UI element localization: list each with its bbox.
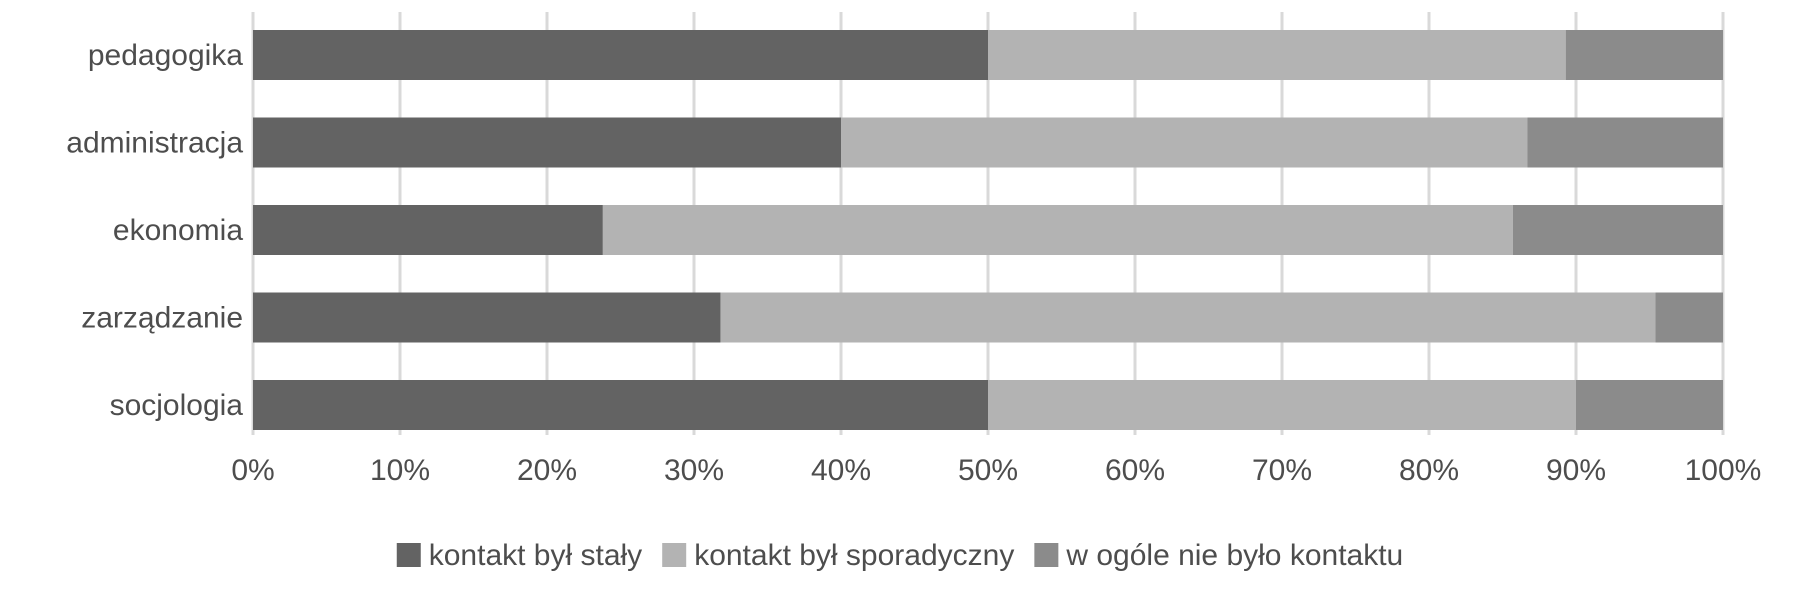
category-label: pedagogika (88, 39, 243, 72)
x-tick-label: 20% (517, 454, 577, 487)
bar-segment (1565, 30, 1723, 80)
bar-segment (988, 30, 1566, 80)
legend-label: w ogóle nie było kontaktu (1065, 539, 1403, 572)
category-labels: pedagogika administracja ekonomia zarządzan… (66, 39, 243, 422)
bar-segment (602, 205, 1513, 255)
legend-item: w ogóle nie było kontaktu (1034, 539, 1403, 572)
category-label: socjologia (110, 389, 244, 422)
legend-item: kontakt był sporadyczny (662, 539, 1014, 572)
x-tick-label: 40% (811, 454, 871, 487)
bar-segment (1512, 205, 1723, 255)
x-tick-label: 50% (958, 454, 1018, 487)
x-tick-label: 70% (1252, 454, 1312, 487)
legend-swatch (396, 543, 421, 567)
bar-segment (253, 380, 988, 430)
bar-segment (253, 117, 841, 168)
x-tick-label: 30% (664, 454, 724, 487)
x-tick-label: 80% (1399, 454, 1459, 487)
category-label: administracja (66, 127, 243, 160)
bar-segment (253, 30, 988, 80)
bar-segment (253, 292, 721, 343)
legend-label: kontakt był stały (429, 539, 642, 572)
bar-segment (988, 380, 1576, 430)
bar-segment (720, 292, 1656, 343)
bar-segment (841, 117, 1528, 168)
x-tick-label: 100% (1685, 454, 1762, 487)
bars (253, 30, 1723, 430)
legend-swatch (662, 543, 687, 567)
category-label: zarządzanie (81, 302, 243, 335)
x-tick-label: 0% (231, 454, 274, 487)
legend-swatch (1034, 543, 1059, 567)
x-tick-labels: 0% 10% 20% 30% 40% 50% 60% 70% 80% 90% 100% (231, 454, 1761, 487)
legend: kontakt był stały kontakt był sporadyczny… (396, 539, 1403, 572)
x-tick-label: 90% (1546, 454, 1606, 487)
legend-item: kontakt był stały (396, 539, 642, 572)
category-label: ekonomia (113, 214, 243, 247)
bar-segment (1527, 117, 1723, 168)
bar-segment (253, 205, 603, 255)
bar-segment (1655, 292, 1723, 343)
x-tick-label: 10% (370, 454, 430, 487)
bar-segment (1576, 380, 1723, 430)
legend-label: kontakt był sporadyczny (694, 539, 1014, 572)
x-tick-label: 60% (1105, 454, 1165, 487)
